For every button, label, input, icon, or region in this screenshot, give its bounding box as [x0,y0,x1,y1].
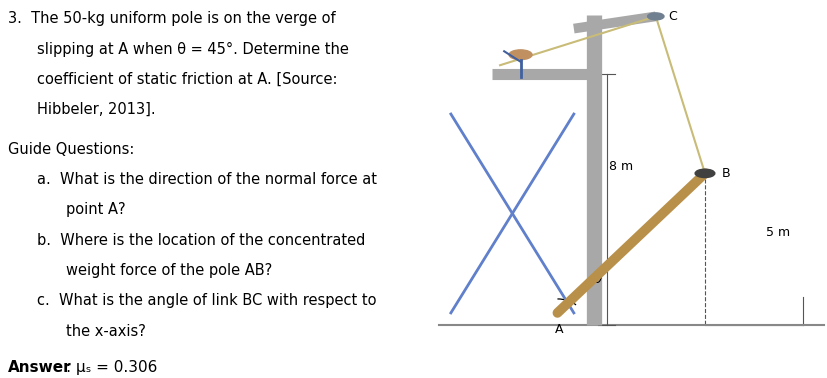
Text: 5 m: 5 m [766,226,790,239]
Text: a.  What is the direction of the normal force at: a. What is the direction of the normal f… [37,172,376,187]
Text: C: C [667,10,676,23]
Text: coefficient of static friction at A. [Source:: coefficient of static friction at A. [So… [37,72,337,87]
Text: : μₛ = 0.306: : μₛ = 0.306 [65,360,157,375]
Text: B: B [720,167,729,180]
Text: the x-axis?: the x-axis? [65,324,146,339]
Text: weight force of the pole AB?: weight force of the pole AB? [65,263,271,278]
Text: 8 m: 8 m [609,160,633,173]
Text: b.  Where is the location of the concentrated: b. Where is the location of the concentr… [37,233,365,248]
Text: Answer: Answer [8,360,72,375]
Text: Guide Questions:: Guide Questions: [8,142,135,156]
Circle shape [695,169,714,178]
Text: slipping at A when θ = 45°. Determine the: slipping at A when θ = 45°. Determine th… [37,42,348,56]
Circle shape [509,50,532,60]
Text: Hibbeler, 2013].: Hibbeler, 2013]. [37,102,155,117]
Text: $\theta$: $\theta$ [592,271,602,285]
Circle shape [647,13,663,20]
Text: A: A [554,323,563,336]
Text: 3.  The 50-kg uniform pole is on the verge of: 3. The 50-kg uniform pole is on the verg… [8,11,336,26]
Text: point A?: point A? [65,202,125,217]
Text: c.  What is the angle of link BC with respect to: c. What is the angle of link BC with res… [37,293,376,308]
